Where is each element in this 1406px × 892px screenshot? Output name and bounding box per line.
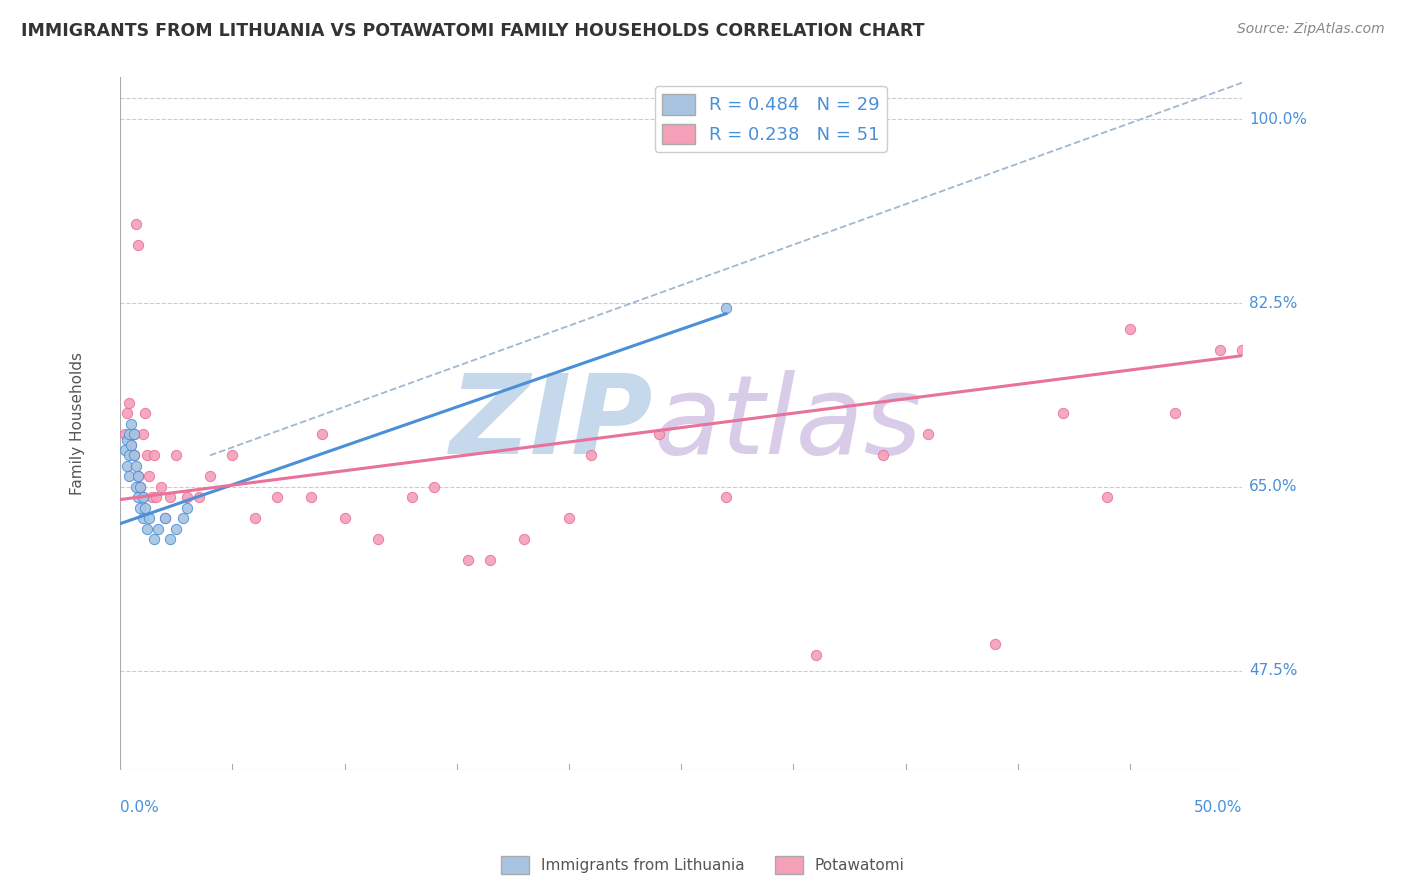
- Text: 100.0%: 100.0%: [1249, 112, 1306, 127]
- Text: 47.5%: 47.5%: [1249, 663, 1298, 678]
- Legend: Immigrants from Lithuania, Potawatomi: Immigrants from Lithuania, Potawatomi: [495, 850, 911, 880]
- Point: [145, 491, 167, 505]
- Point: [127, 238, 149, 252]
- Point: [221, 449, 243, 463]
- Point: [187, 491, 209, 505]
- Point: [1208, 343, 1230, 358]
- Text: atlas: atlas: [652, 370, 922, 477]
- Point: [114, 427, 136, 442]
- Point: [558, 511, 581, 525]
- Point: [172, 511, 194, 525]
- Point: [479, 553, 502, 567]
- Point: [401, 491, 423, 505]
- Point: [299, 491, 322, 505]
- Text: 65.0%: 65.0%: [1249, 479, 1298, 494]
- Point: [714, 301, 737, 316]
- Point: [872, 449, 894, 463]
- Point: [120, 438, 142, 452]
- Point: [142, 449, 165, 463]
- Point: [127, 469, 149, 483]
- Point: [127, 469, 149, 483]
- Point: [129, 500, 152, 515]
- Point: [125, 218, 148, 232]
- Point: [165, 522, 187, 536]
- Point: [159, 491, 181, 505]
- Point: [131, 491, 153, 505]
- Point: [1052, 406, 1074, 420]
- Point: [1230, 343, 1253, 358]
- Point: [176, 500, 198, 515]
- Point: [129, 480, 152, 494]
- Text: 50.0%: 50.0%: [1194, 800, 1241, 814]
- Point: [581, 449, 603, 463]
- Point: [367, 533, 389, 547]
- Point: [141, 491, 163, 505]
- Point: [118, 427, 141, 442]
- Point: [120, 417, 142, 431]
- Point: [142, 533, 165, 547]
- Point: [118, 449, 141, 463]
- Point: [457, 553, 479, 567]
- Point: [122, 427, 145, 442]
- Point: [120, 438, 142, 452]
- Point: [125, 480, 148, 494]
- Text: ZIP: ZIP: [450, 370, 652, 477]
- Point: [176, 491, 198, 505]
- Legend: R = 0.484   N = 29, R = 0.238   N = 51: R = 0.484 N = 29, R = 0.238 N = 51: [655, 87, 887, 152]
- Point: [125, 458, 148, 473]
- Point: [127, 491, 149, 505]
- Point: [311, 427, 333, 442]
- Point: [122, 449, 145, 463]
- Text: Source: ZipAtlas.com: Source: ZipAtlas.com: [1237, 22, 1385, 37]
- Point: [115, 458, 138, 473]
- Point: [153, 511, 176, 525]
- Point: [984, 637, 1007, 651]
- Point: [423, 480, 446, 494]
- Point: [198, 469, 221, 483]
- Point: [131, 427, 153, 442]
- Point: [114, 443, 136, 458]
- Point: [1164, 406, 1187, 420]
- Point: [647, 427, 669, 442]
- Point: [122, 449, 145, 463]
- Point: [138, 511, 160, 525]
- Point: [714, 491, 737, 505]
- Point: [118, 469, 141, 483]
- Text: IMMIGRANTS FROM LITHUANIA VS POTAWATOMI FAMILY HOUSEHOLDS CORRELATION CHART: IMMIGRANTS FROM LITHUANIA VS POTAWATOMI …: [21, 22, 925, 40]
- Point: [131, 511, 153, 525]
- Point: [333, 511, 356, 525]
- Point: [129, 480, 152, 494]
- Point: [165, 449, 187, 463]
- Text: Family Households: Family Households: [70, 352, 84, 495]
- Point: [149, 480, 172, 494]
- Point: [1097, 491, 1119, 505]
- Point: [513, 533, 536, 547]
- Point: [243, 511, 266, 525]
- Point: [122, 427, 145, 442]
- Point: [115, 406, 138, 420]
- Point: [115, 433, 138, 447]
- Point: [148, 522, 170, 536]
- Text: 0.0%: 0.0%: [120, 800, 159, 814]
- Point: [159, 533, 181, 547]
- Point: [266, 491, 288, 505]
- Text: 82.5%: 82.5%: [1249, 295, 1298, 310]
- Point: [134, 406, 156, 420]
- Point: [134, 500, 156, 515]
- Point: [804, 648, 827, 662]
- Point: [131, 491, 153, 505]
- Point: [136, 449, 159, 463]
- Point: [917, 427, 939, 442]
- Point: [118, 396, 141, 410]
- Point: [138, 469, 160, 483]
- Point: [1119, 322, 1142, 336]
- Point: [153, 511, 176, 525]
- Point: [136, 522, 159, 536]
